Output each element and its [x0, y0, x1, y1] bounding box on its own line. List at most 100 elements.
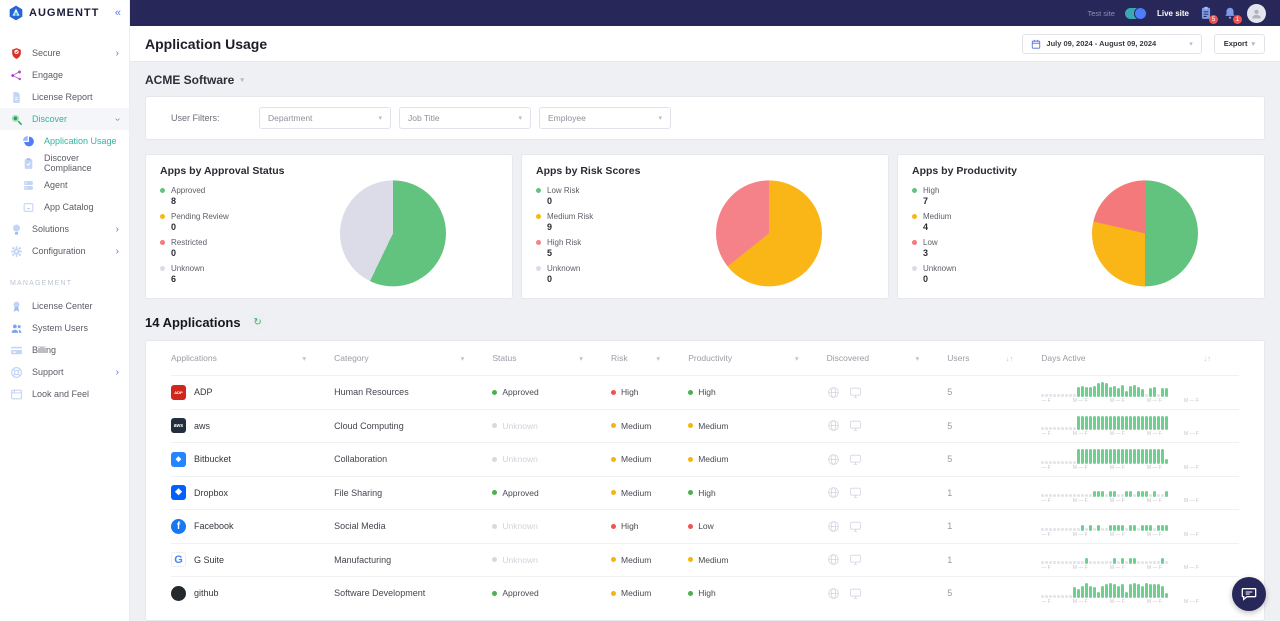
category-cell: Human Resources [334, 387, 409, 398]
job-title-select[interactable]: Job Title ▾ [399, 107, 531, 129]
refresh-icon[interactable]: ↻ [248, 314, 267, 330]
status-cell: Unknown [492, 521, 611, 531]
shield-icon [10, 47, 23, 60]
discovered-cell [827, 386, 948, 399]
days-active-sparkline [1041, 414, 1199, 431]
category-cell: Social Media [334, 521, 386, 532]
sidebar-item-discover[interactable]: Discover › [0, 108, 129, 130]
legend-item: Low Risk 0 [536, 186, 874, 206]
legend-color-dot [912, 240, 917, 245]
discovered-cell [827, 419, 948, 432]
sort-icon[interactable]: ▾ [794, 353, 799, 363]
sidebar-item-application-usage[interactable]: Application Usage [0, 130, 129, 152]
globe-icon [827, 520, 839, 532]
tasks-icon[interactable]: 5 [1199, 6, 1218, 24]
pie-chart [340, 179, 447, 286]
application-cell: github [171, 585, 334, 601]
table-row-aws[interactable]: aws aws Cloud Computing Unknown Medium M… [171, 408, 1239, 443]
application-cell: ❖ Dropbox [171, 485, 334, 501]
date-range-picker[interactable]: July 09, 2024 - August 09, 2024 ▾ [1022, 33, 1202, 54]
chart-legend: High 7 Medium 4 Low 3 Unknown 0 [912, 186, 1250, 284]
sidebar-item-support[interactable]: Support › [0, 361, 129, 383]
export-button[interactable]: Export ▾ [1213, 33, 1265, 54]
column-header-days-active: Days Active ↓↑ [1041, 353, 1212, 363]
sidebar-collapse-icon[interactable]: « [114, 7, 121, 19]
test-site-label: Test site [1087, 8, 1115, 18]
main-area: Test site Live site 5 1 Application Usag… [130, 0, 1280, 621]
table-row-facebook[interactable]: f Facebook Social Media Unknown High Low… [171, 509, 1239, 543]
sort-icon[interactable]: ▾ [656, 353, 661, 363]
app-logo: f [171, 518, 186, 534]
sort-icon[interactable]: ▾ [915, 353, 920, 363]
sidebar-item-discover-compliance[interactable]: Discover Compliance [0, 152, 129, 174]
sidebar-item-configuration[interactable]: Configuration › [0, 240, 129, 262]
gear-icon [10, 245, 23, 258]
department-placeholder: Department [268, 113, 313, 123]
app-logo [171, 585, 186, 601]
management-section-label: MANAGEMENT [10, 280, 73, 287]
legend-color-dot [536, 188, 541, 193]
sidebar-item-secure[interactable]: Secure › [0, 42, 129, 64]
app-logo: ❖ [171, 485, 186, 501]
users-count: 5 [947, 420, 953, 431]
table-row-github[interactable]: github Software Development Approved Med… [171, 576, 1239, 610]
sidebar-item-look-and-feel[interactable]: Look and Feel [0, 383, 129, 405]
live-site-label: Live site [1156, 8, 1189, 18]
table-row-g-suite[interactable]: G G Suite Manufacturing Unknown Medium M… [171, 542, 1239, 577]
charts-row: Apps by Approval Status Approved 8 Pendi… [145, 154, 1265, 299]
table-row-adp[interactable]: ADP ADP Human Resources Approved High Hi… [171, 375, 1239, 409]
company-name: ACME Software [145, 73, 235, 87]
compliance-icon [22, 157, 35, 170]
catalog-icon [22, 201, 35, 214]
sidebar-item-license-report[interactable]: License Report [0, 86, 129, 108]
pie-chart-card: Apps by Risk Scores Low Risk 0 Medium Ri… [521, 154, 889, 299]
legend-item: Low 3 [912, 238, 1250, 258]
legend-color-dot [160, 214, 165, 219]
globe-icon [827, 420, 839, 432]
productivity-cell: Medium [688, 555, 826, 565]
site-toggle[interactable] [1124, 6, 1147, 20]
table-row-bitbucket[interactable]: ◆ Bitbucket Collaboration Unknown Medium… [171, 442, 1239, 476]
sort-icon[interactable]: ▾ [579, 353, 584, 363]
legend-item: Medium Risk 9 [536, 212, 874, 232]
notifications-bell-icon[interactable]: 1 [1223, 6, 1242, 24]
sidebar-item-agent[interactable]: Agent [0, 174, 129, 196]
sidebar-item-license-center[interactable]: License Center [0, 295, 129, 317]
brand-logo: AUGMENTT « [0, 0, 129, 26]
device-icon [849, 555, 861, 566]
chevron-down-icon: ▾ [378, 115, 382, 122]
category-cell: Collaboration [334, 454, 388, 465]
company-selector[interactable]: ACME Software ▾ [145, 73, 1265, 87]
sidebar-nav: Secure › Engage License Report Discover … [0, 26, 129, 262]
sort-icon[interactable]: ↓↑ [1203, 353, 1212, 363]
title-actions: July 09, 2024 - August 09, 2024 ▾ Export… [1022, 33, 1265, 54]
days-active-sparkline [1041, 448, 1199, 464]
table-row-dropbox[interactable]: ❖ Dropbox File Sharing Approved Medium H… [171, 475, 1239, 510]
sidebar-item-billing[interactable]: Billing [0, 339, 129, 361]
pie-chart [716, 179, 823, 286]
sort-icon[interactable]: ▾ [302, 353, 307, 363]
productivity-cell: High [688, 588, 826, 598]
page-title: Application Usage [145, 35, 268, 52]
sidebar-item-app-catalog[interactable]: App Catalog [0, 196, 129, 218]
sidebar-item-system-users[interactable]: System Users [0, 317, 129, 339]
department-select[interactable]: Department ▾ [259, 107, 391, 129]
column-header-category: Category ▾ [334, 353, 465, 363]
chevron-down-icon: › [111, 117, 123, 121]
sort-icon[interactable]: ↓↑ [1005, 353, 1014, 363]
chat-bubble-button[interactable] [1232, 577, 1266, 611]
sidebar-item-engage[interactable]: Engage [0, 64, 129, 86]
user-avatar[interactable] [1247, 3, 1266, 23]
sort-icon[interactable]: ▾ [460, 353, 465, 363]
sidebar-item-solutions[interactable]: Solutions › [0, 218, 129, 240]
toggle-knob [1133, 6, 1147, 20]
days-active-sparkline [1041, 548, 1199, 565]
bulb-icon [10, 223, 23, 236]
employee-select[interactable]: Employee ▾ [539, 107, 671, 129]
legend-color-dot [160, 188, 165, 193]
